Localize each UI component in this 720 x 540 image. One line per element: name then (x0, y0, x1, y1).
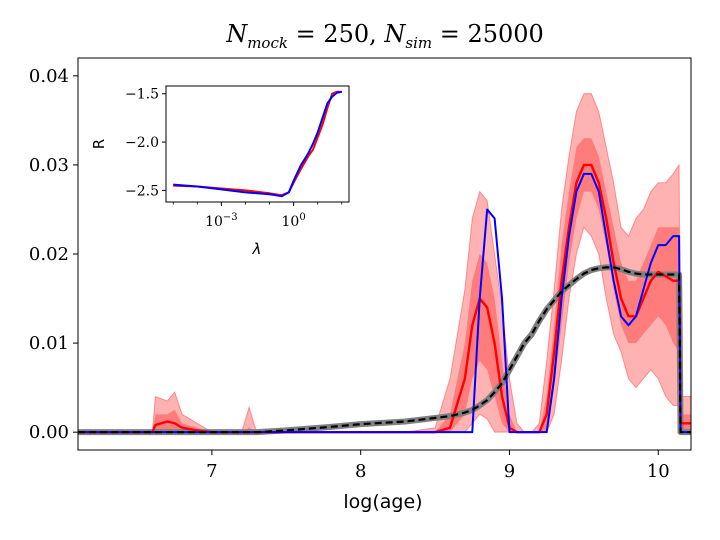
y-tick-label-3: 0.03 (29, 155, 69, 176)
inset-axes: 10−3 100 −2.5 −2.0 −1.5 (125, 85, 350, 230)
inset-y-tick-label-0: −2.5 (125, 183, 159, 199)
series-cumulative-dashed (78, 266, 691, 434)
inset-series-red (173, 90, 342, 197)
inset-plot-area (173, 90, 342, 198)
inset-y-tick-label-2: −1.5 (125, 87, 159, 103)
inset-plot-frame (165, 85, 350, 203)
inset-y-axis-label: R (90, 139, 108, 149)
inset-x-tick-label-1: 100 (282, 212, 306, 230)
y-tick-label-0: 0.00 (29, 422, 69, 443)
x-tick-label-9: 9 (504, 461, 515, 482)
inset-background (166, 86, 349, 202)
x-tick-label-7: 7 (206, 461, 217, 482)
x-tick-label-10: 10 (647, 461, 670, 482)
inset-x-tick-label-0: 10−3 (205, 212, 238, 230)
main-axes: 7 8 9 10 0.00 0.01 0.02 0.03 0.04 (29, 57, 692, 482)
inset-series-blue (173, 90, 342, 198)
inset-y-tick-label-1: −2.0 (125, 135, 159, 151)
y-tick-label-2: 0.02 (29, 244, 69, 265)
main-plot-area (78, 93, 692, 436)
x-tick-label-8: 8 (355, 461, 366, 482)
inset-chart: 10−3 100 −2.5 −2.0 −1.5 λ R (90, 85, 350, 258)
y-tick-label-4: 0.04 (29, 66, 69, 87)
x-axis-label: log(age) (343, 491, 422, 513)
y-tick-label-1: 0.01 (29, 333, 69, 354)
chart-title: Nmock = 250, Nsim = 25000 (225, 20, 544, 52)
inset-x-axis-label: λ (252, 240, 262, 258)
